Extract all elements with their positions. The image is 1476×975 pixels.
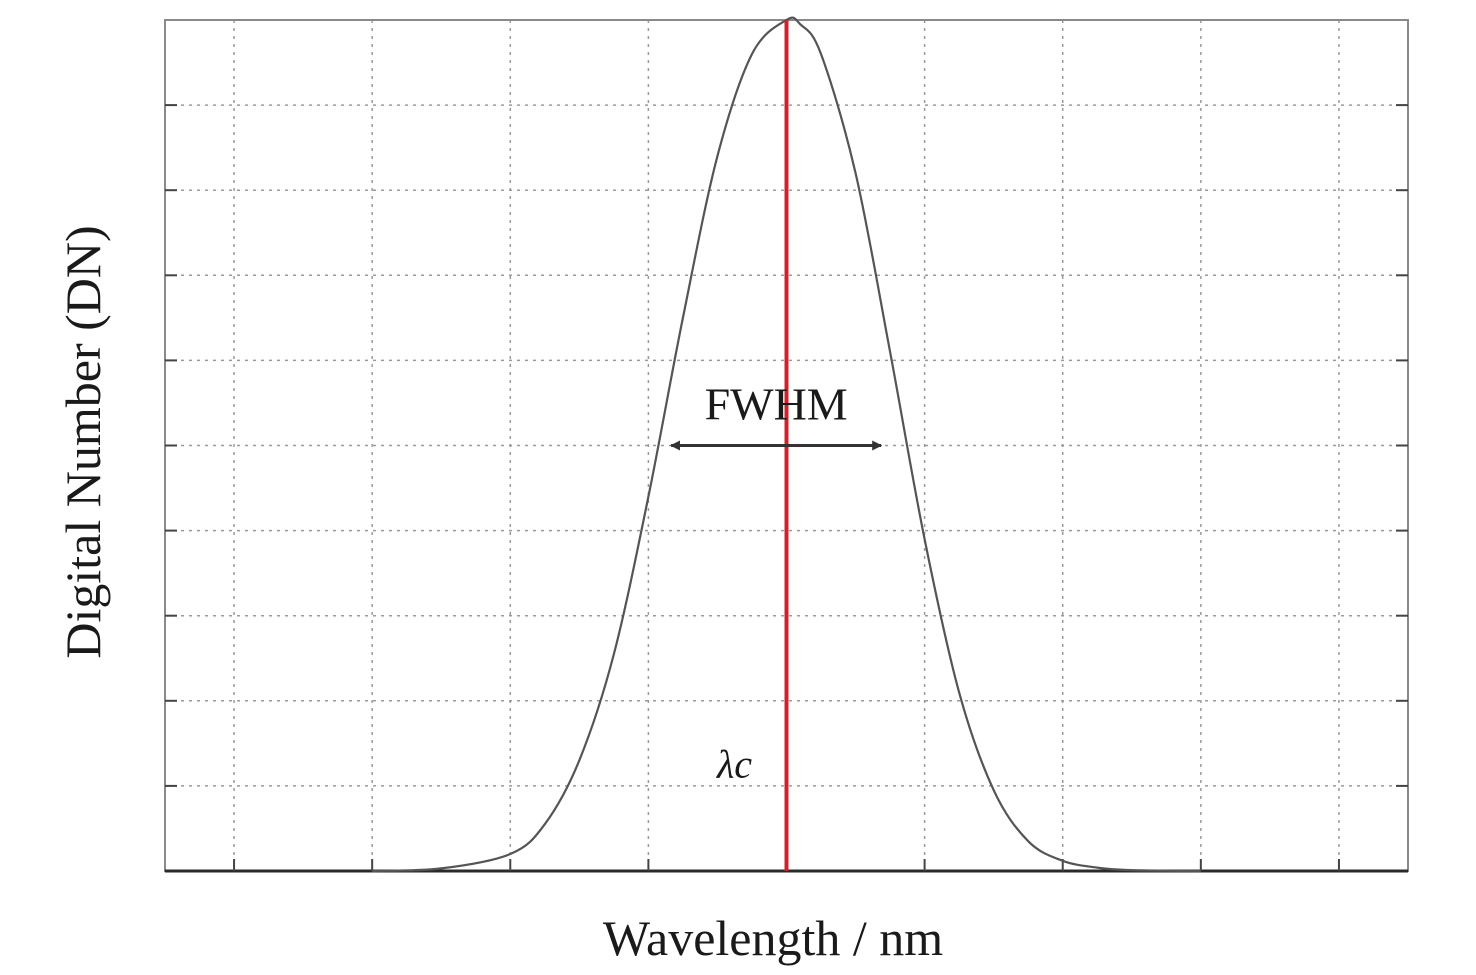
fwhm-label: FWHM: [705, 379, 848, 430]
x-axis-label: Wavelength / nm: [603, 910, 943, 966]
y-axis-label: Digital Number (DN): [55, 225, 111, 658]
y-ticks: [165, 104, 1408, 787]
spectral-response-curve: [372, 16, 1201, 873]
center-wavelength-label: λc: [716, 741, 752, 786]
